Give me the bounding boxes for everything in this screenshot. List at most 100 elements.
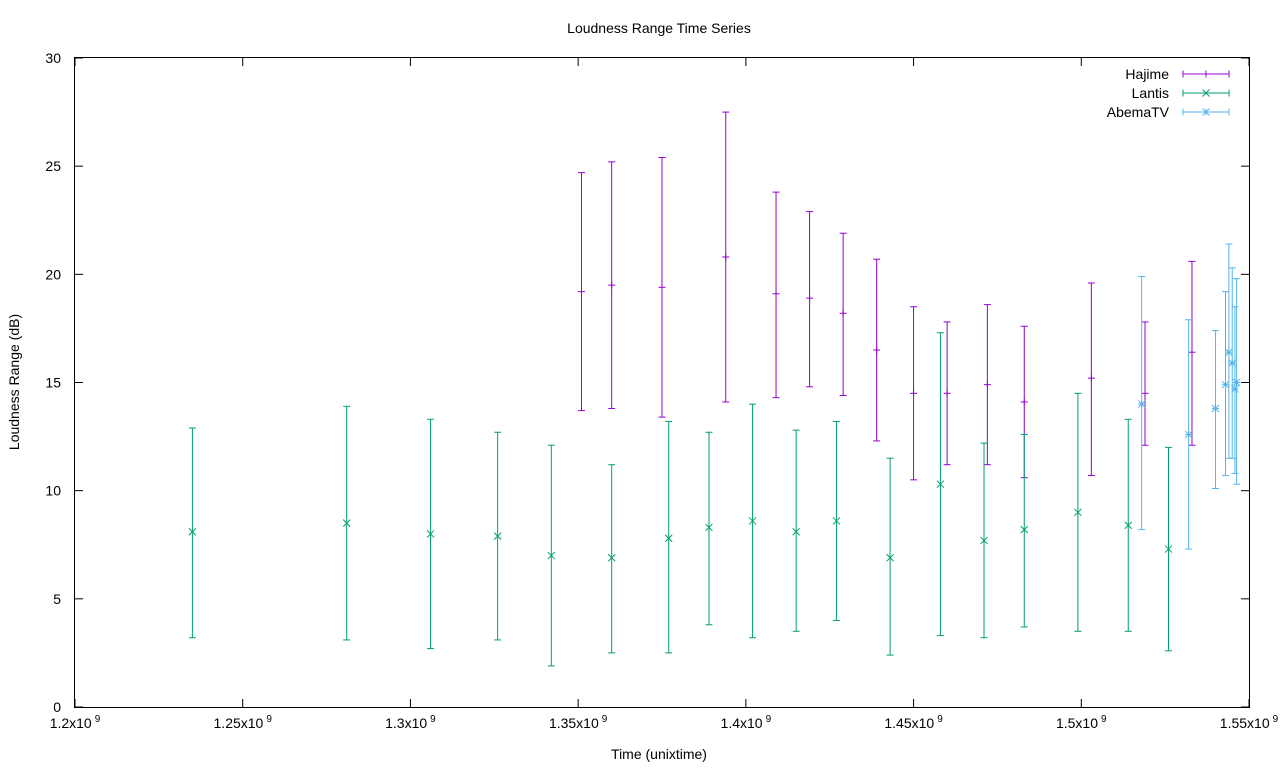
x-tick-exponent: 9 xyxy=(95,714,101,725)
data-point xyxy=(607,464,616,654)
plot-frame xyxy=(74,57,1250,708)
data-point xyxy=(943,321,951,466)
y-tick-label: 10 xyxy=(45,483,61,499)
y-tick-label: 0 xyxy=(53,699,61,715)
y-axis-label: Loudness Range (dB) xyxy=(6,314,22,450)
data-marker-d2 xyxy=(1074,508,1082,517)
data-point xyxy=(1087,282,1095,477)
x-axis-label: Time (unixtime) xyxy=(611,746,707,762)
data-point xyxy=(1020,433,1029,628)
legend-label: Hajime xyxy=(1125,66,1169,82)
data-marker-d2 xyxy=(936,480,945,489)
x-tick-mantissa: 1.55x10 xyxy=(1220,715,1270,731)
y-tick-label: 15 xyxy=(45,375,61,391)
x-tick-mantissa: 1.45x10 xyxy=(884,715,934,731)
data-point xyxy=(1211,330,1220,490)
x-tick-exponent: 9 xyxy=(266,714,272,725)
data-point xyxy=(980,442,988,639)
data-marker-d2 xyxy=(1164,545,1173,553)
legend-label: AbemaTV xyxy=(1107,104,1170,120)
data-marker-d2 xyxy=(1232,378,1241,387)
data-marker-d2 xyxy=(792,527,801,536)
data-point xyxy=(873,258,881,442)
data-point xyxy=(1141,321,1149,446)
data-point xyxy=(886,457,894,656)
data-marker-d2 xyxy=(705,523,713,532)
data-marker-d2 xyxy=(748,517,757,525)
chart-title: Loudness Range Time Series xyxy=(567,20,751,36)
legend: Hajime Lantis AbemaTV xyxy=(1107,66,1230,120)
data-marker-d2 xyxy=(1124,521,1133,530)
data-point xyxy=(1225,243,1233,459)
x-tick-label: 1.55x10 9 xyxy=(1220,714,1279,731)
data-point xyxy=(936,332,945,637)
data-marker-d2 xyxy=(1211,404,1220,413)
data-point xyxy=(426,418,435,650)
x-tick-label: 1.35x10 9 xyxy=(549,714,608,731)
legend-entry-abematv: AbemaTV xyxy=(1107,104,1230,120)
x-tick-label: 1.5x10 9 xyxy=(1056,714,1107,731)
data-point xyxy=(832,420,841,621)
y-tick-label: 30 xyxy=(45,50,61,66)
y-tick-label: 5 xyxy=(53,591,61,607)
data-point xyxy=(1231,306,1239,474)
data-marker-d2 xyxy=(1202,108,1210,116)
data-marker-d2 xyxy=(664,534,673,543)
series-abematv xyxy=(1137,243,1241,550)
data-point xyxy=(1164,446,1173,652)
data-point xyxy=(1188,260,1196,446)
x-tick-label: 1.4x10 9 xyxy=(721,714,772,731)
x-tick-exponent: 9 xyxy=(766,714,772,725)
series-hajime xyxy=(577,111,1196,481)
x-tick-mantissa: 1.5x10 xyxy=(1056,715,1098,731)
data-point xyxy=(806,211,814,388)
data-marker-d2 xyxy=(980,536,988,545)
x-tick-mantissa: 1.25x10 xyxy=(214,715,264,731)
x-tick-exponent: 9 xyxy=(430,714,436,725)
data-marker-d2 xyxy=(342,519,351,527)
data-point xyxy=(1228,267,1237,459)
x-tick-label: 1.3x10 9 xyxy=(385,714,436,731)
y-tick-label: 20 xyxy=(45,266,61,282)
data-point xyxy=(1137,275,1146,531)
data-point xyxy=(1124,418,1133,632)
data-marker-d2 xyxy=(886,553,894,562)
data-point xyxy=(1232,278,1241,485)
y-tick-label: 25 xyxy=(45,158,61,174)
data-point xyxy=(722,111,730,403)
data-marker-d2 xyxy=(1231,385,1239,393)
x-tick-label: 1.25x10 9 xyxy=(214,714,273,731)
data-point xyxy=(910,306,918,481)
data-marker-d2 xyxy=(1202,89,1210,97)
data-point xyxy=(188,427,197,639)
x-tick-exponent: 9 xyxy=(1101,714,1107,725)
data-marker-d2 xyxy=(1225,348,1233,357)
data-marker-d2 xyxy=(832,517,841,525)
data-point xyxy=(1184,319,1193,550)
data-point xyxy=(839,232,847,396)
legend-label: Lantis xyxy=(1132,85,1169,101)
data-point xyxy=(772,191,780,399)
x-tick-mantissa: 1.2x10 xyxy=(50,715,92,731)
data-point xyxy=(664,420,673,654)
data-point xyxy=(577,172,585,412)
x-axis-ticks: 1.2x10 9 1.25x10 9 1.3x10 9 1.35x10 9 1.4x10 9 1.4… xyxy=(50,58,1279,731)
data-point xyxy=(1074,392,1082,632)
data-point xyxy=(705,431,713,626)
data-point xyxy=(1221,291,1230,477)
data-marker-d2 xyxy=(1020,525,1029,534)
x-tick-mantissa: 1.3x10 xyxy=(385,715,427,731)
data-point xyxy=(547,444,556,667)
data-marker-d2 xyxy=(1137,400,1146,408)
x-tick-mantissa: 1.35x10 xyxy=(549,715,599,731)
data-marker-d2 xyxy=(1221,380,1230,389)
data-point xyxy=(342,405,351,641)
data-point xyxy=(608,161,616,409)
series-lantis xyxy=(188,332,1173,667)
x-tick-exponent: 9 xyxy=(602,714,608,725)
data-marker-d2 xyxy=(493,532,502,540)
legend-entry-hajime: Hajime xyxy=(1125,66,1230,82)
y-axis-ticks: 0 5 10 15 20 25 30 xyxy=(45,50,1249,715)
data-marker-d2 xyxy=(1184,430,1193,439)
